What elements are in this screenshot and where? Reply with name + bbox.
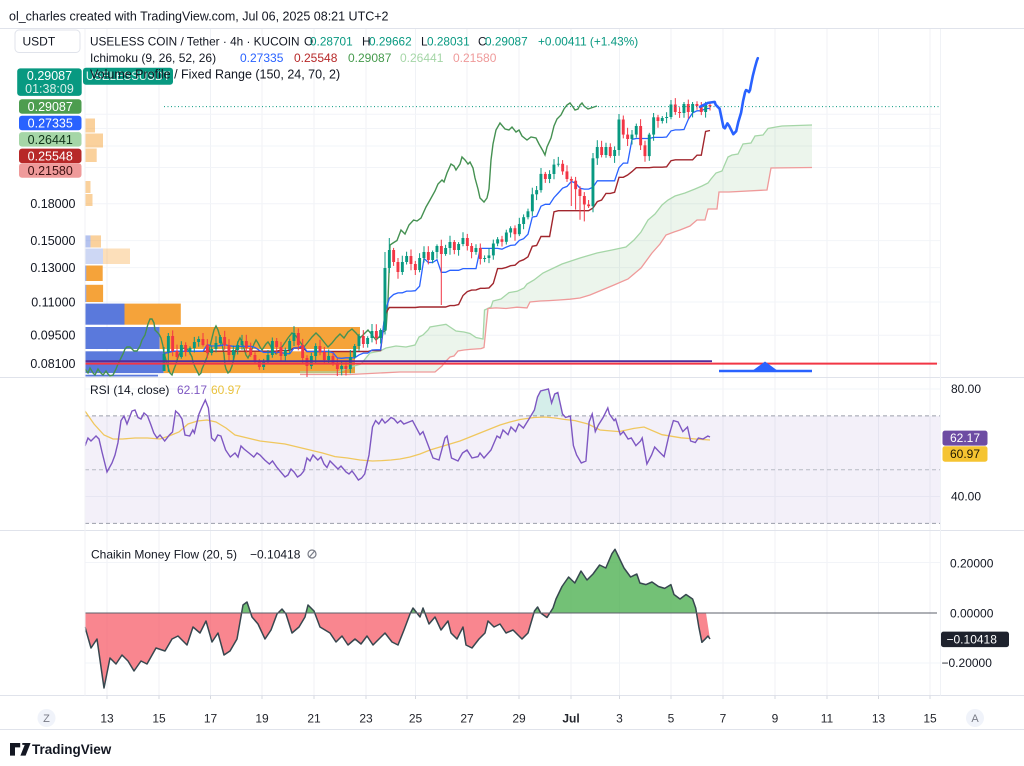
svg-text:0.27335: 0.27335 [28, 117, 73, 131]
svg-text:Ichimoku (9, 26, 52, 26)0.2733: Ichimoku (9, 26, 52, 26) 0.27335 0.25548 0.… [90, 51, 497, 65]
svg-text:11: 11 [821, 712, 834, 726]
svg-text:62.17: 62.17 [950, 431, 980, 445]
svg-text:0.15000: 0.15000 [30, 234, 75, 248]
svg-text:Volume Profile / Fixed Range (: Volume Profile / Fixed Range (150, 24, 7… [90, 68, 340, 82]
svg-text:7: 7 [720, 712, 727, 726]
svg-text:USELESS COIN / Tether · 4h · K: USELESS COIN / Tether · 4h · KUCOIN O0.28… [90, 35, 638, 49]
svg-text:0.29087: 0.29087 [27, 69, 72, 83]
svg-text:0.08100: 0.08100 [30, 357, 75, 371]
svg-text:27: 27 [460, 712, 474, 726]
svg-text:0.29087: 0.29087 [28, 100, 73, 114]
svg-text:13: 13 [100, 712, 114, 726]
svg-text:0.13000: 0.13000 [30, 261, 75, 275]
svg-text:0.11000: 0.11000 [31, 296, 75, 310]
svg-text:9: 9 [772, 712, 779, 726]
svg-text:13: 13 [872, 712, 886, 726]
svg-text:USELESSUSDT: USELESSUSDT [86, 71, 170, 83]
svg-text:0.26441: 0.26441 [28, 133, 73, 147]
svg-text:15: 15 [923, 712, 937, 726]
svg-text:−0.20000: −0.20000 [942, 656, 993, 670]
svg-text:0.20000: 0.20000 [950, 556, 994, 570]
svg-text:17: 17 [204, 712, 218, 726]
svg-text:0.18000: 0.18000 [30, 197, 75, 211]
svg-text:0.00000: 0.00000 [950, 606, 994, 620]
svg-text:0.25548: 0.25548 [28, 149, 73, 163]
svg-text:Jul: Jul [562, 712, 579, 726]
svg-text:21: 21 [307, 712, 321, 726]
svg-text:ol_charles created with Tradin: ol_charles created with TradingView.com,… [9, 10, 389, 24]
svg-text:01:38:09: 01:38:09 [25, 82, 74, 96]
svg-text:19: 19 [255, 712, 269, 726]
svg-text:TradingView: TradingView [32, 742, 112, 757]
svg-text:60.97: 60.97 [950, 447, 980, 461]
svg-text:29: 29 [512, 712, 526, 726]
svg-text:0.21580: 0.21580 [28, 164, 73, 178]
svg-text:−0.10418: −0.10418 [947, 632, 998, 646]
svg-text:15: 15 [152, 712, 166, 726]
svg-text:USDT: USDT [23, 35, 56, 49]
svg-text:23: 23 [359, 712, 373, 726]
svg-text:Chaikin Money Flow (20, 5)−0.1: Chaikin Money Flow (20, 5) −0.10418 [91, 548, 301, 562]
svg-text:A: A [971, 713, 979, 725]
svg-text:5: 5 [668, 712, 675, 726]
svg-text:25: 25 [409, 712, 423, 726]
svg-text:Z: Z [43, 713, 50, 725]
svg-text:80.00: 80.00 [951, 382, 981, 396]
svg-text:0.09500: 0.09500 [30, 329, 75, 343]
svg-text:3: 3 [616, 712, 623, 726]
svg-text:40.00: 40.00 [951, 490, 981, 504]
